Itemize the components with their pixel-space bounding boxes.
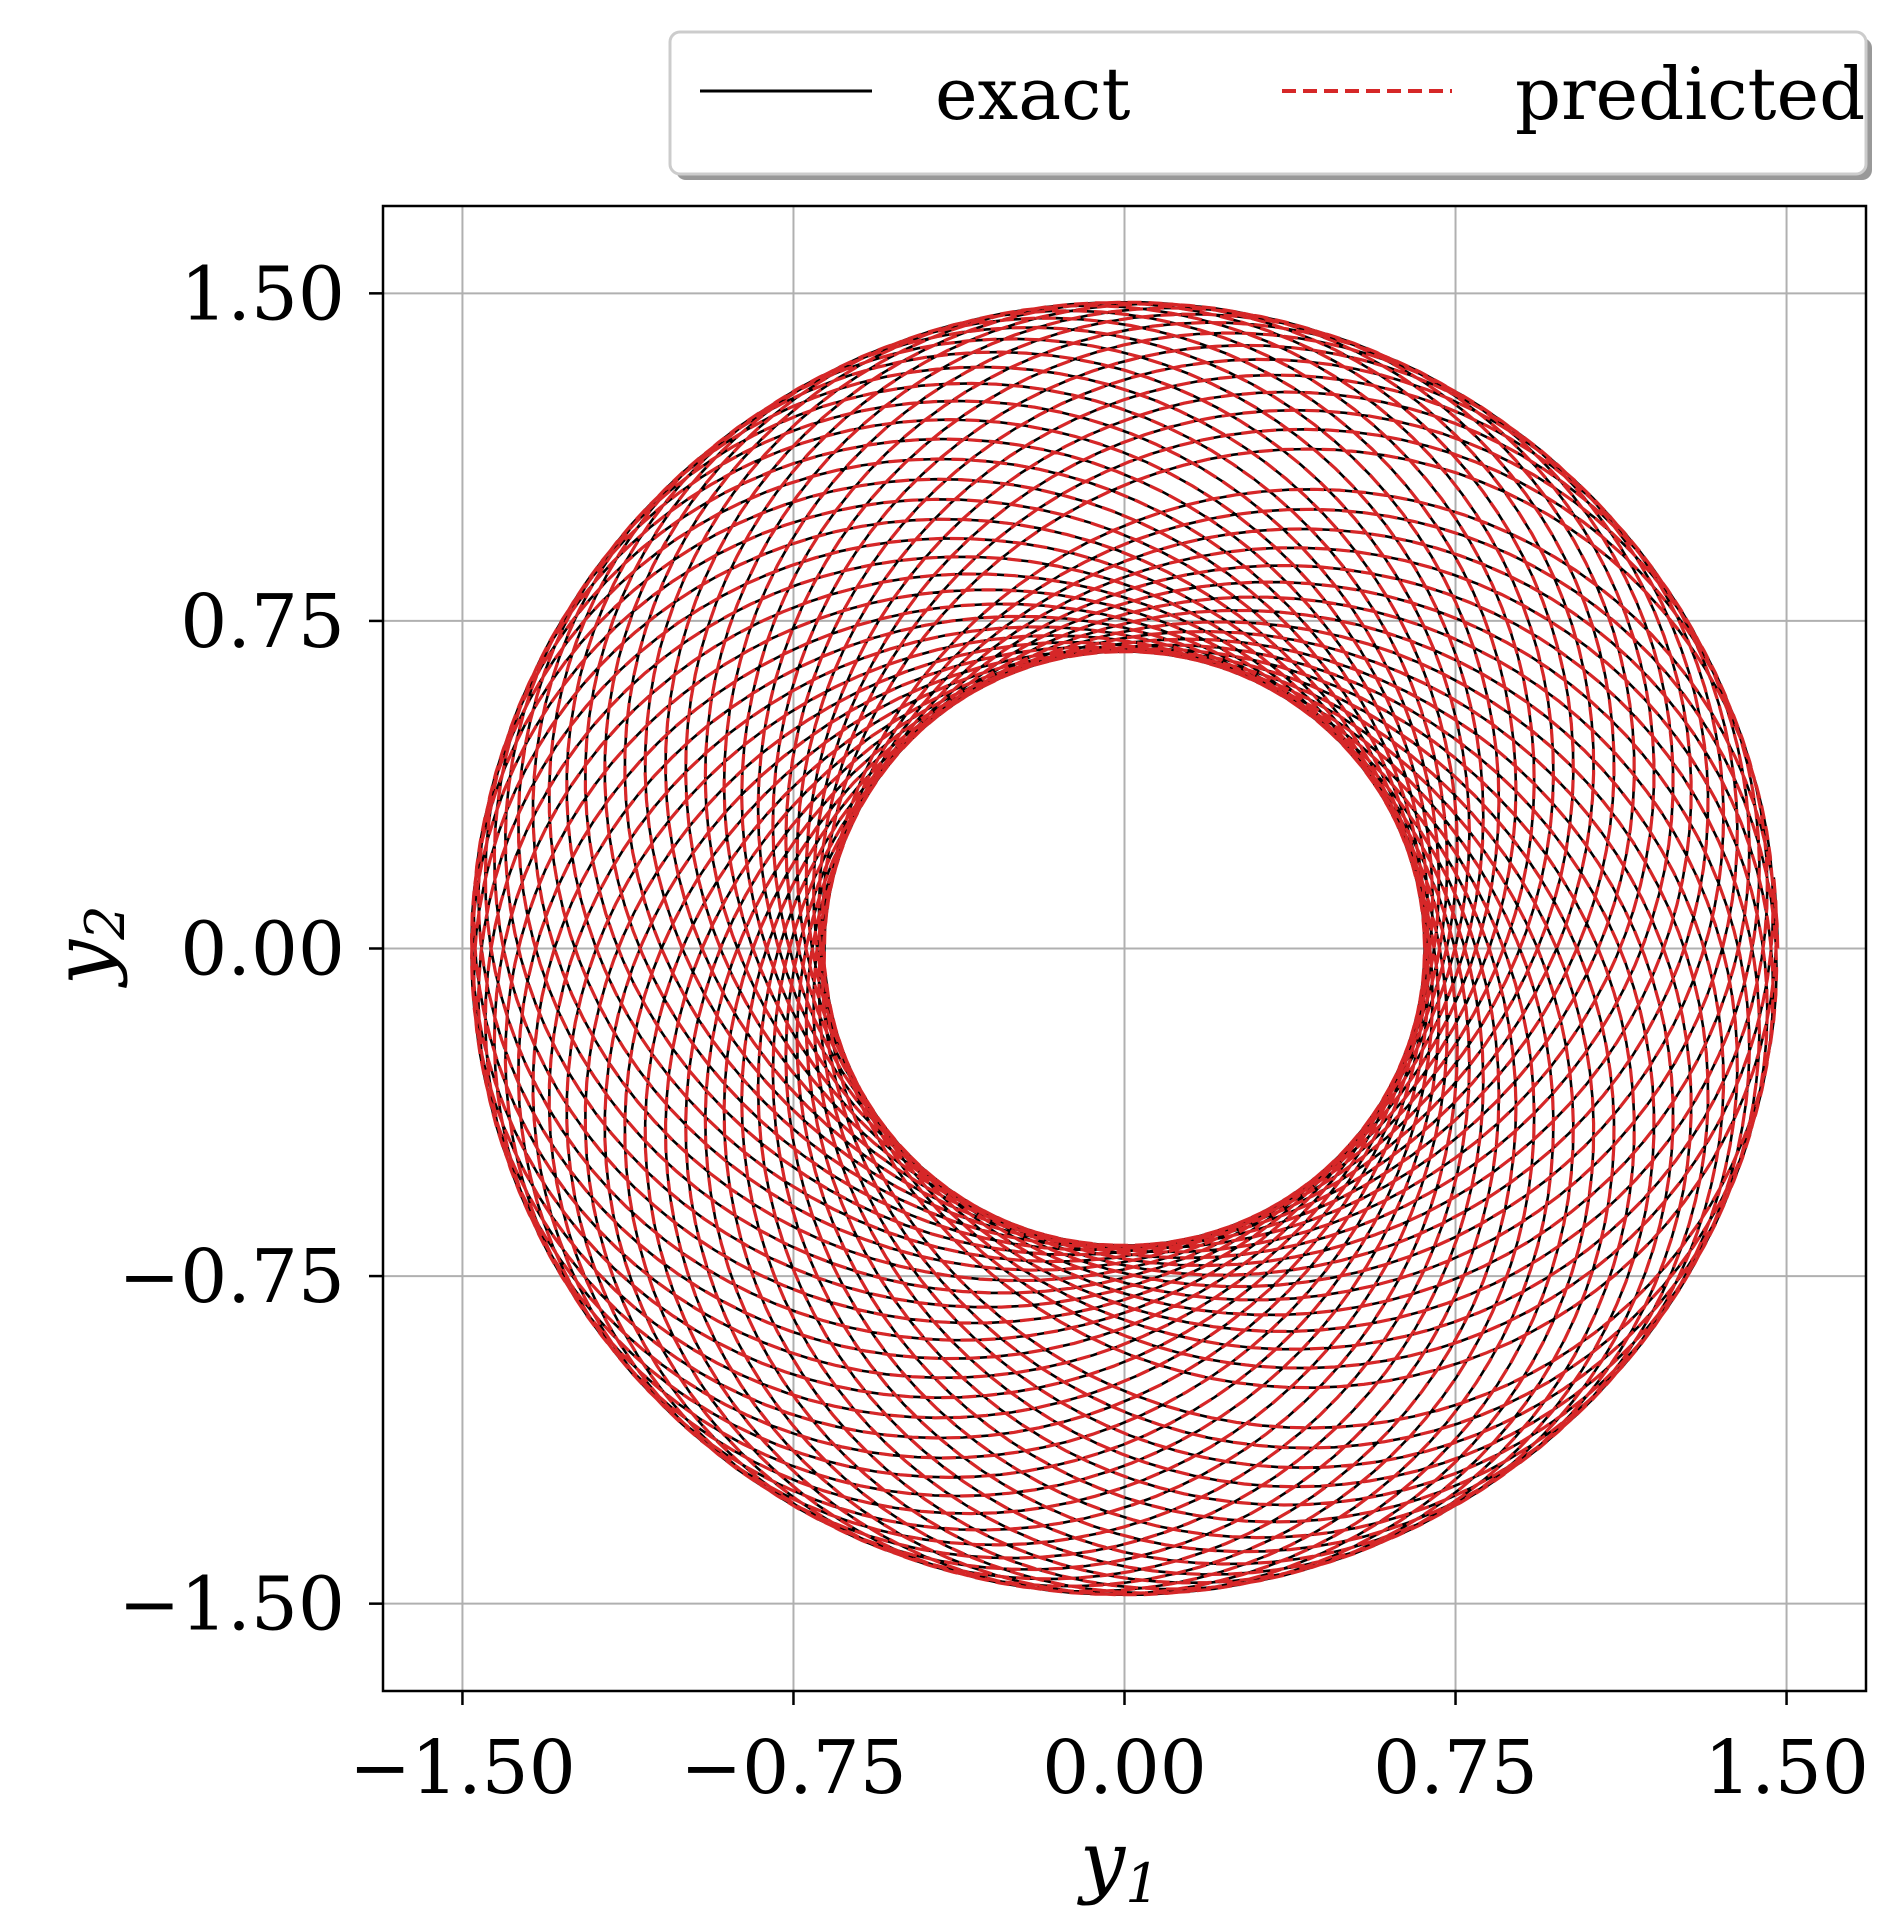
legend: exact predicted [668,30,1872,180]
x-tick-label: −1.50 [349,1725,576,1811]
grid [383,206,1866,1691]
y-tick-label: 0.75 [180,579,345,665]
series-predicted-line [469,300,1780,1597]
axes-frame [381,204,1868,1693]
legend-box [668,30,1868,176]
y-tick-label: −0.75 [118,1234,345,1320]
x-tick-label: 0.75 [1373,1725,1538,1811]
y-tick-label: −1.50 [118,1562,345,1648]
legend-label-predicted: predicted [1515,52,1865,136]
x-tick-label: 1.50 [1704,1725,1869,1811]
x-tick-label: −0.75 [680,1725,907,1811]
x-ticks: −1.50 −0.75 0.00 0.75 1.50 [349,1691,1869,1811]
y-ticks: −1.50 −0.75 0.00 0.75 1.50 [118,251,383,1648]
y-tick-label: 1.50 [180,251,345,337]
y-axis-label: y2 [36,905,137,988]
legend-label-exact: exact [935,52,1130,136]
x-axis-label: y1 [1077,1814,1160,1914]
x-tick-label: 0.00 [1042,1725,1207,1811]
y-tick-label: 0.00 [180,907,345,993]
